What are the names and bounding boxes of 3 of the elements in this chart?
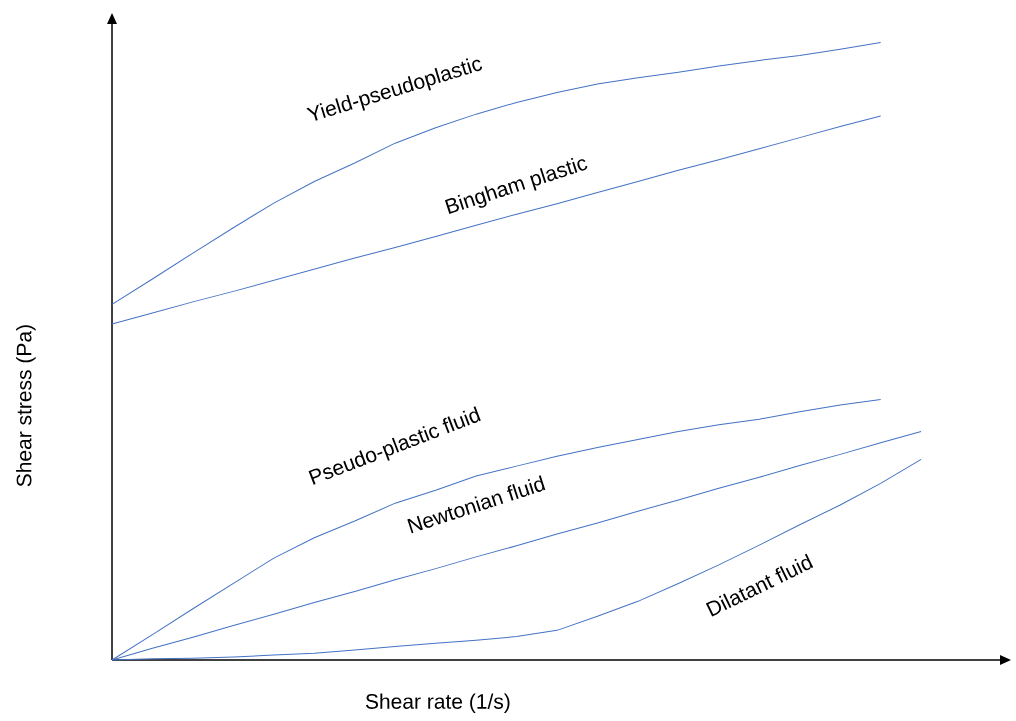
text: Bingham plastic [444, 157, 588, 214]
x-axis-title: Shear rate (1/s) [365, 693, 510, 714]
y-axis-title: Shear stress (Pa) [16, 325, 36, 487]
